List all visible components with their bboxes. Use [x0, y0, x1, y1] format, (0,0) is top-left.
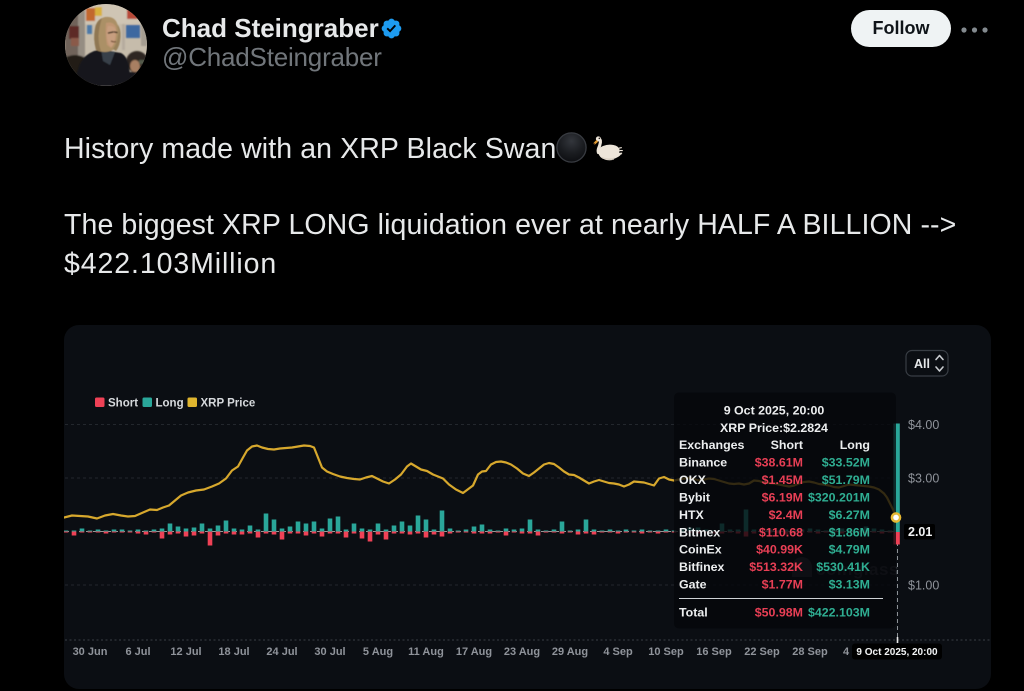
- svg-text:Bybit: Bybit: [679, 490, 710, 504]
- svg-text:$110.68: $110.68: [759, 525, 803, 539]
- svg-text:$38.61M: $38.61M: [755, 455, 803, 469]
- svg-text:9 Oct 2025, 20:00: 9 Oct 2025, 20:00: [856, 647, 938, 658]
- svg-text:$51.79M: $51.79M: [822, 472, 870, 486]
- svg-text:Exchanges: Exchanges: [679, 438, 745, 452]
- svg-text:XRP Price:$2.2824: XRP Price:$2.2824: [720, 421, 828, 435]
- svg-text:30 Jun: 30 Jun: [73, 646, 108, 658]
- svg-text:9 Oct 2025, 20:00: 9 Oct 2025, 20:00: [724, 403, 825, 417]
- svg-text:$3.00: $3.00: [908, 471, 939, 485]
- svg-text:Short: Short: [771, 438, 803, 452]
- svg-text:Gate: Gate: [679, 577, 707, 591]
- svg-text:Bitmex: Bitmex: [679, 525, 720, 539]
- svg-text:Binance: Binance: [679, 455, 727, 469]
- svg-text:$320.201M: $320.201M: [808, 490, 870, 504]
- svg-text:$422.103M: $422.103M: [808, 605, 870, 619]
- svg-text:$6.19M: $6.19M: [762, 490, 803, 504]
- svg-text:18 Jul: 18 Jul: [218, 646, 249, 658]
- svg-text:24 Jul: 24 Jul: [266, 646, 297, 658]
- svg-text:5 Aug: 5 Aug: [363, 646, 393, 658]
- svg-text:$6.27M: $6.27M: [829, 507, 870, 521]
- svg-text:4: 4: [843, 646, 850, 658]
- svg-text:28 Sep: 28 Sep: [792, 646, 828, 658]
- svg-text:$4.79M: $4.79M: [829, 542, 870, 556]
- svg-text:XRP Price: XRP Price: [201, 397, 256, 409]
- svg-text:$2.4M: $2.4M: [769, 507, 803, 521]
- svg-text:$1.00: $1.00: [908, 578, 939, 592]
- svg-text:30 Jul: 30 Jul: [314, 646, 345, 658]
- svg-text:Long: Long: [840, 438, 870, 452]
- svg-text:CoinEx: CoinEx: [679, 542, 722, 556]
- svg-text:2.01: 2.01: [908, 525, 932, 539]
- svg-text:22 Sep: 22 Sep: [744, 646, 780, 658]
- svg-text:OKX: OKX: [679, 472, 707, 486]
- svg-text:23 Aug: 23 Aug: [504, 646, 540, 658]
- svg-text:HTX: HTX: [679, 507, 705, 521]
- svg-text:$1.45M: $1.45M: [762, 472, 803, 486]
- svg-text:$33.52M: $33.52M: [822, 455, 870, 469]
- svg-text:Short: Short: [108, 397, 138, 409]
- svg-text:$3.13M: $3.13M: [829, 577, 870, 591]
- svg-text:$513.32K: $513.32K: [749, 560, 803, 574]
- svg-text:29 Aug: 29 Aug: [552, 646, 588, 658]
- svg-text:10 Sep: 10 Sep: [648, 646, 684, 658]
- svg-text:11 Aug: 11 Aug: [408, 646, 444, 658]
- svg-text:4 Sep: 4 Sep: [603, 646, 633, 658]
- svg-text:$40.99K: $40.99K: [756, 542, 803, 556]
- svg-text:17 Aug: 17 Aug: [456, 646, 492, 658]
- svg-text:Bitfinex: Bitfinex: [679, 560, 725, 574]
- svg-text:16 Sep: 16 Sep: [696, 646, 732, 658]
- svg-text:$1.86M: $1.86M: [829, 525, 870, 539]
- svg-text:$4.00: $4.00: [908, 418, 939, 432]
- svg-text:12 Jul: 12 Jul: [170, 646, 201, 658]
- svg-text:Total: Total: [679, 605, 708, 619]
- svg-text:$50.98M: $50.98M: [755, 605, 803, 619]
- svg-text:Long: Long: [156, 397, 184, 409]
- svg-text:All: All: [914, 357, 930, 371]
- svg-text:6 Jul: 6 Jul: [125, 646, 150, 658]
- svg-text:$1.77M: $1.77M: [762, 577, 803, 591]
- svg-text:$530.41K: $530.41K: [816, 560, 870, 574]
